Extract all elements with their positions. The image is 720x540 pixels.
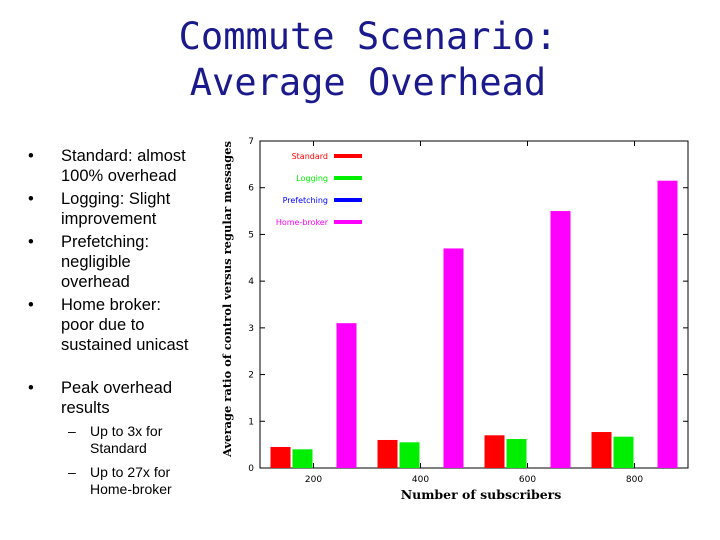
slide-title-line-2: Average Overhead <box>189 61 547 104</box>
bar-logging <box>613 436 634 468</box>
y-tick-label: 2 <box>248 371 254 381</box>
y-axis-label: Average ratio of control versus regular … <box>220 141 234 458</box>
legend-label: Standard <box>292 152 328 161</box>
sub-bullet-text: Up to 3x for <box>90 423 163 439</box>
slide-title-line-1: Commute Scenario: <box>178 15 558 58</box>
x-tick-label: 600 <box>519 475 536 485</box>
sub-bullet-marker: – <box>68 464 76 480</box>
bullet-text: Home broker: <box>61 296 161 314</box>
bullet-marker: • <box>28 379 34 397</box>
legend-label: Prefetching <box>283 196 328 205</box>
sub-bullet-text: Home-broker <box>90 481 172 497</box>
bar-home-broker <box>657 180 678 468</box>
bullet-text: 100% overhead <box>61 167 177 185</box>
y-tick-label: 6 <box>248 184 254 194</box>
bullet-text: negligible <box>61 253 131 271</box>
slide-title: Commute Scenario: Average Overhead <box>0 14 720 106</box>
bar-standard <box>270 446 291 468</box>
bar-logging <box>506 439 527 468</box>
bullet-text: poor due to <box>61 316 145 334</box>
bullet-text: Prefetching: <box>61 233 150 251</box>
legend-label: Home-broker <box>276 218 329 227</box>
bullet-text: Standard: almost <box>61 147 186 165</box>
bar-home-broker <box>550 211 571 469</box>
bullet-marker: • <box>28 190 34 208</box>
bar-home-broker <box>443 248 464 468</box>
y-tick-label: 1 <box>248 417 254 427</box>
bar-standard <box>484 435 505 468</box>
bar-logging <box>292 449 313 468</box>
legend-swatch <box>334 176 362 180</box>
legend-label: Logging <box>296 174 328 183</box>
bullet-marker: • <box>28 147 34 165</box>
y-tick-label: 0 <box>248 464 254 474</box>
plot-frame <box>259 140 689 469</box>
y-tick-label: 5 <box>248 230 254 240</box>
bullet-text: sustained unicast <box>61 336 189 354</box>
bullet-text: Peak overhead <box>61 379 172 397</box>
bullet-text: results <box>61 399 110 417</box>
legend-swatch <box>334 198 362 202</box>
legend-swatch <box>334 220 362 224</box>
bullet-text: improvement <box>61 210 157 228</box>
y-tick-label: 7 <box>248 137 254 147</box>
x-tick-label: 200 <box>305 475 322 485</box>
sub-bullet-text: Standard <box>90 440 147 456</box>
y-tick-label: 3 <box>248 324 254 334</box>
bullet-marker: • <box>28 233 34 251</box>
x-tick-label: 400 <box>412 475 429 485</box>
bullet-marker: • <box>28 296 34 314</box>
bar-standard <box>591 432 612 468</box>
bar-home-broker <box>336 323 357 468</box>
bar-logging <box>399 442 420 468</box>
x-tick-label: 800 <box>626 475 643 485</box>
bullet-text: overhead <box>61 273 130 291</box>
y-tick-label: 4 <box>248 277 254 287</box>
sub-bullet-marker: – <box>68 423 76 439</box>
x-axis-label: Number of subscribers <box>401 487 562 502</box>
bullet-text: Logging: Slight <box>61 190 171 208</box>
sub-bullet-text: Up to 27x for <box>90 464 171 480</box>
bar-standard <box>377 439 398 468</box>
legend-swatch <box>334 154 362 158</box>
